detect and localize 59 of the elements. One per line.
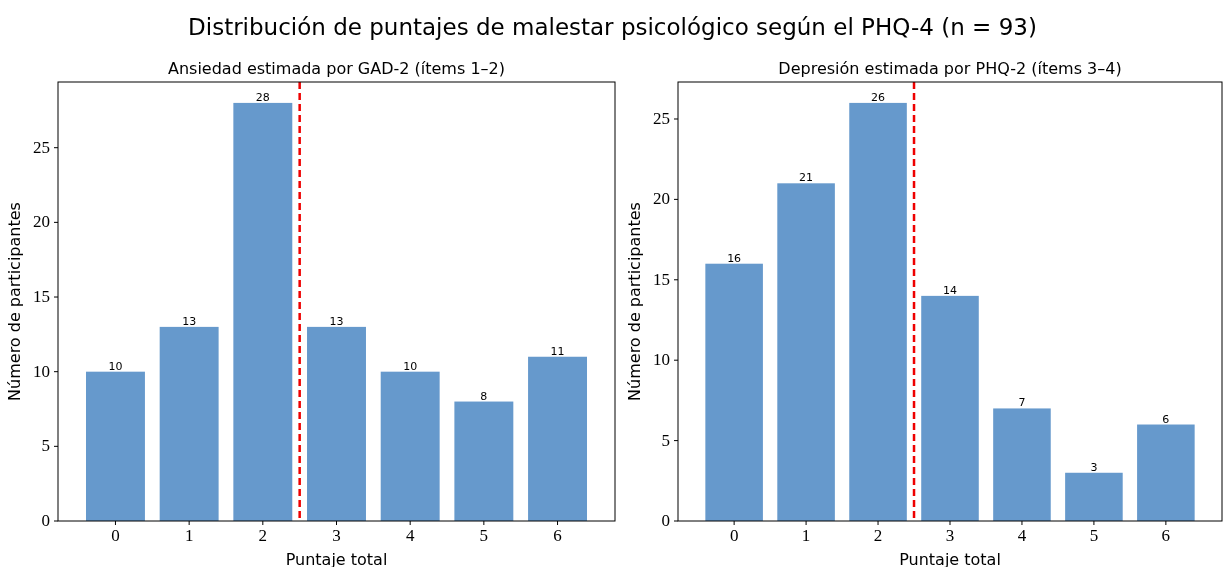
data-label: 13	[182, 314, 197, 328]
x-tick-label: 1	[801, 526, 811, 545]
y-tick-label: 10	[653, 350, 670, 370]
y-tick-label: 5	[41, 436, 50, 456]
data-label: 11	[550, 344, 565, 358]
text: Distribución de puntajes de malestar psicológico según el PHQ-4 (n = 93)	[188, 14, 1037, 40]
bar	[993, 408, 1051, 521]
bar	[380, 371, 440, 521]
data-label: 10	[108, 359, 123, 373]
y-axis-title: Número de participantes	[625, 202, 644, 401]
data-label: 16	[727, 251, 742, 265]
data-label: 13	[329, 314, 344, 328]
x-tick-label: 0	[111, 526, 120, 545]
y-tick-label: 25	[653, 108, 670, 128]
y-tick-label: 5	[661, 430, 670, 450]
x-tick-label: 3	[332, 526, 341, 545]
data-label: 7	[1018, 396, 1026, 410]
data-label: 21	[799, 171, 814, 185]
bar	[159, 326, 219, 521]
chart-title: Depresión estimada por PHQ-2 (ítems 3–4)	[778, 59, 1122, 78]
y-tick-label: 25	[33, 137, 50, 157]
x-tick-label: 1	[184, 526, 194, 545]
bar	[705, 263, 763, 521]
bar	[1137, 424, 1195, 521]
x-tick-label: 5	[1089, 526, 1099, 545]
bar	[454, 401, 514, 521]
bar	[307, 326, 366, 521]
bar	[233, 102, 293, 521]
y-tick-label: 10	[33, 361, 50, 381]
y-tick-label: 15	[653, 269, 670, 289]
y-tick-label: 20	[33, 212, 50, 232]
bar	[1065, 472, 1123, 521]
bar	[849, 102, 907, 521]
x-tick-label: 3	[945, 526, 955, 545]
data-label: 6	[1162, 412, 1170, 426]
x-tick-label: 2	[873, 526, 883, 545]
x-tick-label: 4	[405, 526, 415, 545]
x-tick-label: 0	[729, 526, 739, 545]
x-tick-label: 2	[258, 526, 268, 545]
x-tick-label: 5	[479, 526, 489, 545]
y-tick-label: 20	[653, 189, 670, 209]
y-axis-title: Número de participantes	[5, 202, 24, 401]
data-label: 26	[871, 90, 886, 104]
y-tick-label: 0	[41, 511, 50, 530]
bar	[921, 295, 979, 521]
bar	[777, 183, 835, 521]
x-tick-label: 6	[553, 526, 562, 545]
y-tick-label: 15	[33, 287, 50, 307]
data-label: 8	[480, 389, 488, 403]
chart-title: Ansiedad estimada por GAD-2 (ítems 1–2)	[168, 59, 505, 78]
x-tick-label: 4	[1017, 526, 1027, 545]
y-tick-label: 0	[661, 511, 670, 530]
data-label: 3	[1090, 460, 1098, 474]
bar	[528, 356, 587, 521]
x-tick-label: 6	[1161, 526, 1171, 545]
data-label: 14	[943, 283, 957, 297]
data-label: 28	[255, 90, 270, 104]
data-label: 10	[403, 359, 418, 373]
bar	[86, 371, 145, 521]
